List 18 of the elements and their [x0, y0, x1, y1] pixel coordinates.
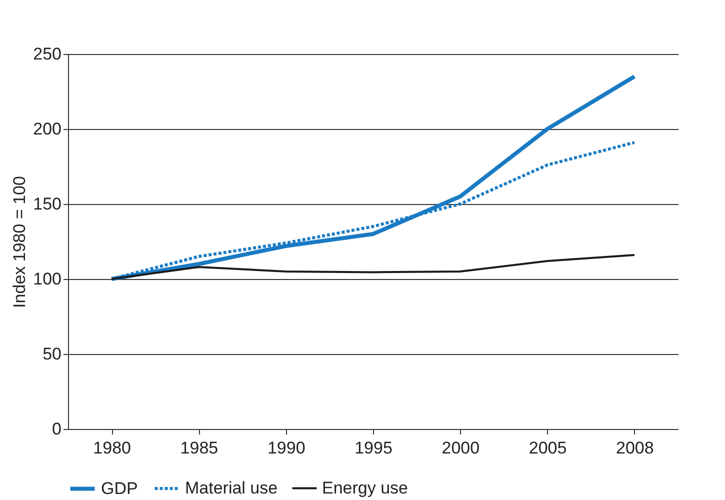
legend-label: Material use: [185, 478, 278, 498]
y-tick-label: 250: [33, 44, 62, 64]
x-tick-label: 2005: [528, 438, 567, 458]
x-tick-label: 2000: [442, 438, 480, 458]
y-tick-label: 50: [42, 344, 62, 364]
y-tick-label: 100: [33, 270, 62, 288]
line-series: [110, 254, 636, 280]
y-tick-label: 150: [33, 194, 62, 214]
legend-label: Energy use: [322, 478, 408, 498]
x-tick-label: 2008: [616, 438, 654, 458]
x-tick-label: 1980: [93, 438, 131, 458]
x-tick-label: 1985: [180, 438, 218, 458]
x-tick-label: 1995: [354, 438, 392, 458]
x-tick-label: 1990: [267, 438, 306, 458]
y-tick-label: 0: [52, 420, 62, 438]
y-axis-title: Index 1980 = 100: [10, 176, 30, 308]
legend-label: GDP: [101, 478, 138, 498]
y-tick-label: 200: [33, 120, 62, 138]
